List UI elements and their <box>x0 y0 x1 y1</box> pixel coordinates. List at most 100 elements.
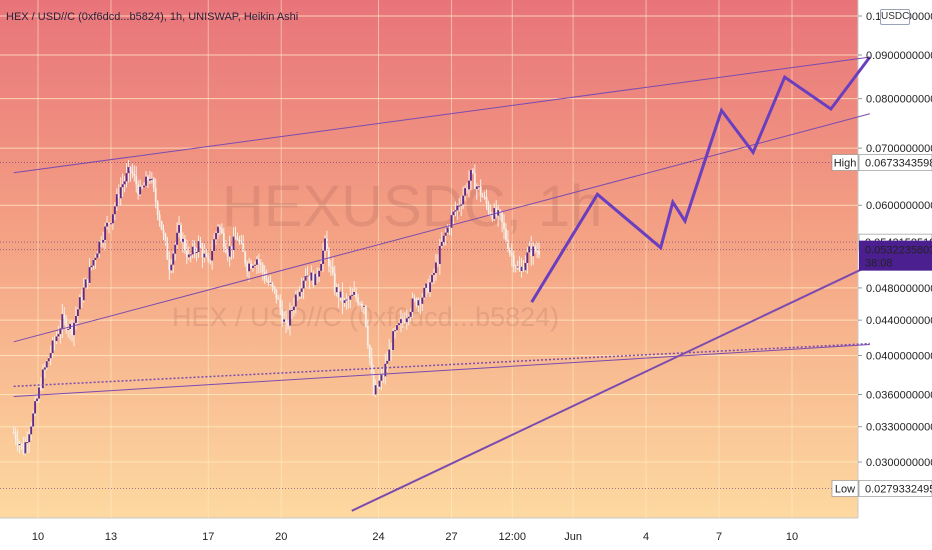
candle-body <box>88 267 91 284</box>
candle-body <box>158 214 161 222</box>
low-marker-box <box>858 480 932 497</box>
candle-body <box>217 226 219 233</box>
time-axis[interactable]: 10 13 17 20 24 27 12:00 Jun 4 7 10 <box>32 531 798 543</box>
candle-body <box>275 289 278 299</box>
candle-body <box>150 178 153 180</box>
candle-body <box>333 273 336 293</box>
price-tick-label: 0.0900000000 <box>866 50 932 62</box>
candle-body <box>106 222 108 227</box>
price-tick-label: 0.0800000000 <box>866 94 932 106</box>
candle-body <box>254 264 256 266</box>
last-price-box <box>859 240 932 271</box>
candle-body <box>184 238 186 251</box>
candle-body <box>392 331 395 351</box>
candle-body <box>429 282 431 293</box>
candle-body <box>24 442 27 454</box>
plot-background <box>0 0 858 518</box>
candle-body <box>133 173 136 176</box>
low-marker-value: 0.0279332495 <box>865 483 932 495</box>
candle-body <box>481 195 484 197</box>
candle-body <box>148 179 151 181</box>
candle-body <box>238 239 241 242</box>
candle-body <box>421 297 424 304</box>
candle-body <box>475 186 478 189</box>
candle-body <box>123 181 126 185</box>
candle-body <box>55 336 58 342</box>
candle-body <box>433 272 435 275</box>
trendlines[interactable] <box>13 56 871 512</box>
candle-body <box>528 246 531 253</box>
price-tick-label: 0.0300000000 <box>866 457 932 469</box>
candle-body <box>306 275 309 277</box>
candle-body <box>117 194 120 199</box>
candle-body <box>485 197 488 204</box>
candle-body <box>337 287 340 298</box>
candle-body <box>273 286 276 290</box>
candle-body <box>292 306 295 311</box>
candle-body <box>22 444 25 454</box>
candle-body <box>78 297 81 310</box>
price-tick-label: 0.0360000000 <box>866 389 932 401</box>
last-price-value: 0.0532235803 <box>865 245 932 257</box>
candle-body <box>477 186 480 188</box>
candle-body <box>164 233 167 242</box>
candle-body <box>209 260 212 262</box>
candle-body <box>372 371 375 395</box>
time-tick-label: 24 <box>372 531 384 543</box>
candle-body <box>444 232 447 236</box>
candle-body <box>289 310 291 326</box>
price-axis[interactable]: 0.10000000000.09000000000.08000000000.07… <box>858 11 932 469</box>
candle-body <box>431 274 433 283</box>
candle-body <box>170 264 173 271</box>
candle-body <box>308 275 311 281</box>
candle-body <box>261 264 264 272</box>
candle-body <box>318 270 321 277</box>
candle-body <box>121 184 124 188</box>
candle-body <box>458 205 461 207</box>
candle-body <box>40 387 42 389</box>
candle-body <box>108 222 110 224</box>
candle-body <box>213 239 215 251</box>
candle-body <box>76 309 79 317</box>
candle-body <box>296 294 299 297</box>
candle-body <box>205 253 208 257</box>
candle-body <box>187 254 190 258</box>
candle-body <box>394 330 396 332</box>
candle-body <box>464 188 467 196</box>
price-tick-label: 0.0600000000 <box>866 200 932 212</box>
candle-body <box>345 299 348 301</box>
currency-badge[interactable]: USDC <box>880 9 910 25</box>
trendline-dotted-level <box>13 342 870 388</box>
candle-body <box>351 294 354 296</box>
candle-body <box>403 320 406 323</box>
candle-body <box>84 279 87 288</box>
candle-body <box>180 225 182 242</box>
candle-body <box>279 299 282 309</box>
candle-body <box>285 319 287 323</box>
watermark-symbol: HEXUSDC, 1h <box>222 174 602 239</box>
candle-body <box>256 259 258 265</box>
candle-body <box>252 265 254 268</box>
candle-body <box>411 298 414 312</box>
trendline-support <box>351 264 871 512</box>
time-tick-label: 20 <box>275 531 287 543</box>
candle-body <box>232 236 235 251</box>
candle-body <box>51 340 54 354</box>
candle-body <box>100 241 103 243</box>
candle-body <box>501 212 503 223</box>
candle-body <box>257 259 260 264</box>
candle-body <box>415 298 418 306</box>
candles <box>12 160 540 456</box>
candle-body <box>246 263 249 272</box>
candle-body <box>172 253 175 265</box>
projection[interactable] <box>530 56 872 303</box>
candle-body <box>226 252 229 257</box>
candle-body <box>211 250 214 261</box>
candle-body <box>115 194 118 207</box>
candle-body <box>26 442 29 444</box>
candle-body <box>53 340 56 342</box>
candle-body <box>516 266 519 268</box>
candle-body <box>67 328 70 330</box>
